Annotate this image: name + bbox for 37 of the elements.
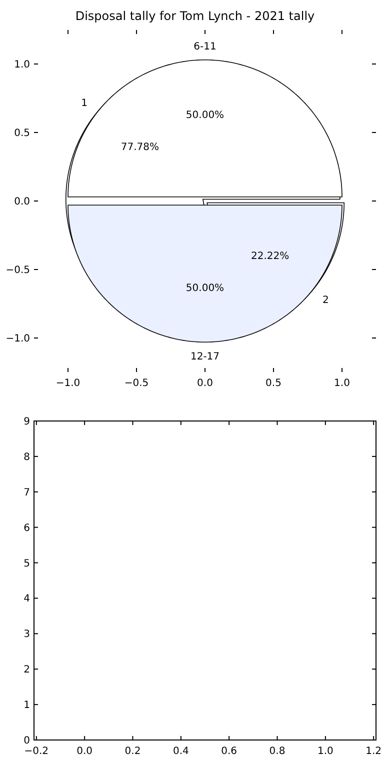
- y-tick-label: 3: [24, 629, 30, 640]
- x-tick-label: −0.2: [24, 746, 49, 757]
- x-tick-label: 0.5: [266, 378, 282, 389]
- x-tick-label: −0.5: [124, 378, 149, 389]
- slice-label: 12-17: [190, 351, 220, 362]
- x-tick-label: 0.2: [124, 746, 141, 757]
- y-tick-label: 1: [24, 700, 30, 712]
- x-tick-label: 0.8: [269, 746, 286, 757]
- y-tick-label: −1.0: [6, 334, 30, 344]
- x-tick-label: 1.0: [317, 746, 334, 757]
- data-label: 77.78%: [120, 142, 159, 153]
- y-tick-label: 6: [24, 522, 30, 534]
- slice-label: 6-11: [194, 42, 216, 53]
- x-tick-label: −1.0: [56, 378, 80, 389]
- y-tick-label: 0.5: [14, 128, 30, 139]
- y-tick-label: 5: [24, 558, 30, 570]
- data-label: 22.22%: [251, 251, 290, 262]
- y-tick-label: 4: [24, 594, 30, 605]
- y-tick-label: 7: [24, 487, 30, 498]
- y-tick-label: 8: [24, 452, 30, 463]
- slice-label: 2: [322, 295, 329, 306]
- x-tick-label: 0.0: [76, 746, 93, 757]
- data-label: 50.00%: [186, 110, 224, 122]
- x-tick-label: 0.4: [172, 746, 189, 757]
- y-tick-label: 2: [24, 664, 30, 676]
- x-tick-label: 0.0: [197, 378, 213, 389]
- y-tick-label: 9: [24, 416, 30, 428]
- x-tick-label: 0.6: [221, 746, 238, 757]
- chart-title: Disposal tally for Tom Lynch - 2021 tally: [75, 9, 315, 23]
- data-label: 50.00%: [186, 282, 224, 294]
- slice-label: 1: [81, 98, 88, 109]
- x-tick-label: 1.0: [334, 378, 350, 389]
- y-tick-label: 0.0: [14, 196, 30, 208]
- x-tick-label: 1.2: [366, 746, 382, 757]
- y-tick-label: 0: [24, 736, 30, 746]
- y-tick-label: −0.5: [6, 265, 30, 276]
- y-tick-label: 1.0: [14, 60, 30, 70]
